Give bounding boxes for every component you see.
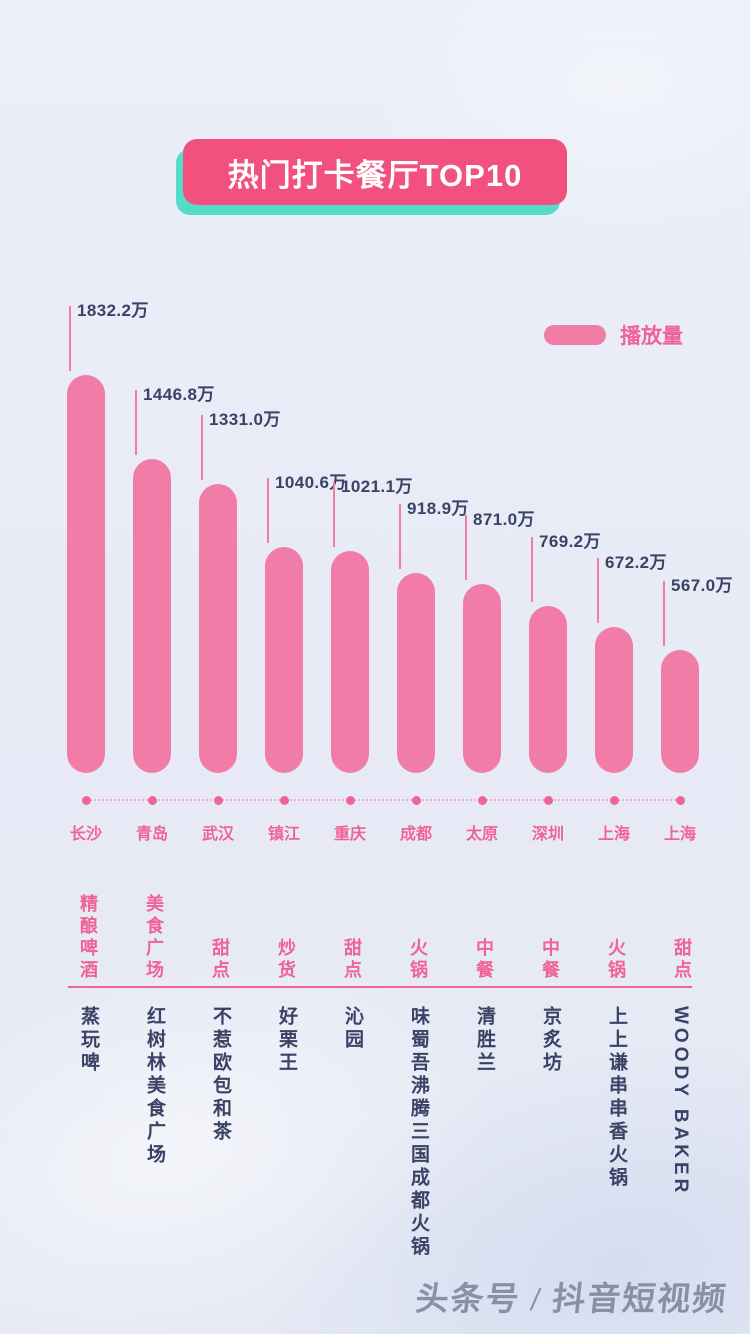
bar: [529, 606, 567, 773]
value-label: 1446.8万: [143, 385, 215, 404]
restaurant-label: 京炙坊: [540, 1006, 561, 1075]
value-leader-line: [597, 558, 599, 623]
value-leader-line: [267, 478, 269, 543]
city-label: 太原: [465, 826, 498, 843]
bar: [133, 459, 171, 773]
value-label: 567.0万: [671, 576, 733, 595]
value-label: 769.2万: [539, 532, 601, 551]
city-label: 镇江: [267, 826, 300, 843]
value-label: 918.9万: [407, 499, 469, 518]
axis-dot: [675, 796, 685, 805]
separator-line: [68, 986, 692, 988]
bar: [463, 584, 501, 773]
cuisine-label: 甜点: [342, 938, 362, 982]
value-label: 672.2万: [605, 553, 667, 572]
legend-swatch: [544, 325, 606, 345]
axis-dot: [609, 796, 619, 805]
value-leader-line: [465, 515, 467, 580]
value-leader-line: [69, 306, 71, 371]
restaurant-label: 味蜀吾沸腾三国成都火锅: [408, 1006, 429, 1259]
city-label: 上海: [663, 826, 696, 843]
axis-dot: [213, 796, 223, 805]
city-label: 武汉: [201, 826, 234, 843]
restaurant-label: 好栗王: [276, 1006, 297, 1075]
restaurant-label: WOODY BAKER: [670, 1006, 691, 1197]
city-label: 上海: [597, 826, 630, 843]
bar: [595, 627, 633, 773]
axis-dot: [345, 796, 355, 805]
axis-dot: [279, 796, 289, 805]
legend-label: 播放量: [620, 325, 683, 348]
axis-dot: [81, 796, 91, 805]
cuisine-label: 火锅: [408, 938, 428, 982]
page-title: 热门打卡餐厅TOP10: [227, 157, 523, 193]
axis-dot: [543, 796, 553, 805]
value-leader-line: [663, 581, 665, 646]
cuisine-label: 火锅: [606, 938, 626, 982]
axis-dot: [411, 796, 421, 805]
axis-dot: [477, 796, 487, 805]
value-leader-line: [531, 537, 533, 602]
bar: [661, 650, 699, 773]
cuisine-label: 中餐: [474, 938, 494, 982]
cuisine-label: 精酿啤酒: [78, 894, 98, 982]
cuisine-label: 美食广场: [144, 894, 164, 982]
value-leader-line: [399, 504, 401, 569]
city-label: 长沙: [69, 826, 102, 843]
city-label: 重庆: [333, 826, 366, 843]
cuisine-label: 中餐: [540, 938, 560, 982]
watermark: 头条号 / 抖音短视频: [414, 1282, 730, 1318]
bar: [265, 547, 303, 773]
value-label: 1021.1万: [341, 477, 413, 496]
value-leader-line: [333, 482, 335, 547]
cuisine-label: 甜点: [672, 938, 692, 982]
value-label: 871.0万: [473, 510, 535, 529]
bar: [67, 375, 105, 773]
value-label: 1832.2万: [77, 301, 149, 320]
value-leader-line: [201, 415, 203, 480]
bar: [397, 573, 435, 773]
bar: [331, 551, 369, 773]
city-label: 深圳: [531, 826, 564, 843]
city-label: 成都: [399, 826, 432, 843]
axis-dotted-line: [82, 799, 684, 801]
value-label: 1040.6万: [275, 473, 347, 492]
restaurant-label: 上上谦串串香火锅: [606, 1006, 627, 1190]
bar: [199, 484, 237, 773]
axis-dot: [147, 796, 157, 805]
restaurant-label: 红树林美食广场: [144, 1006, 165, 1167]
legend: 播放量: [544, 320, 683, 350]
restaurant-label: 清胜兰: [474, 1006, 495, 1075]
cuisine-label: 炒货: [276, 938, 296, 982]
cuisine-label: 甜点: [210, 938, 230, 982]
restaurant-label: 蒸玩啤: [78, 1006, 99, 1075]
title-banner: 热门打卡餐厅TOP10: [183, 139, 567, 205]
restaurant-label: 不惹欧包和茶: [210, 1006, 231, 1144]
value-label: 1331.0万: [209, 410, 281, 429]
restaurant-label: 沁园: [342, 1006, 363, 1052]
value-leader-line: [135, 390, 137, 455]
city-label: 青岛: [135, 826, 168, 843]
